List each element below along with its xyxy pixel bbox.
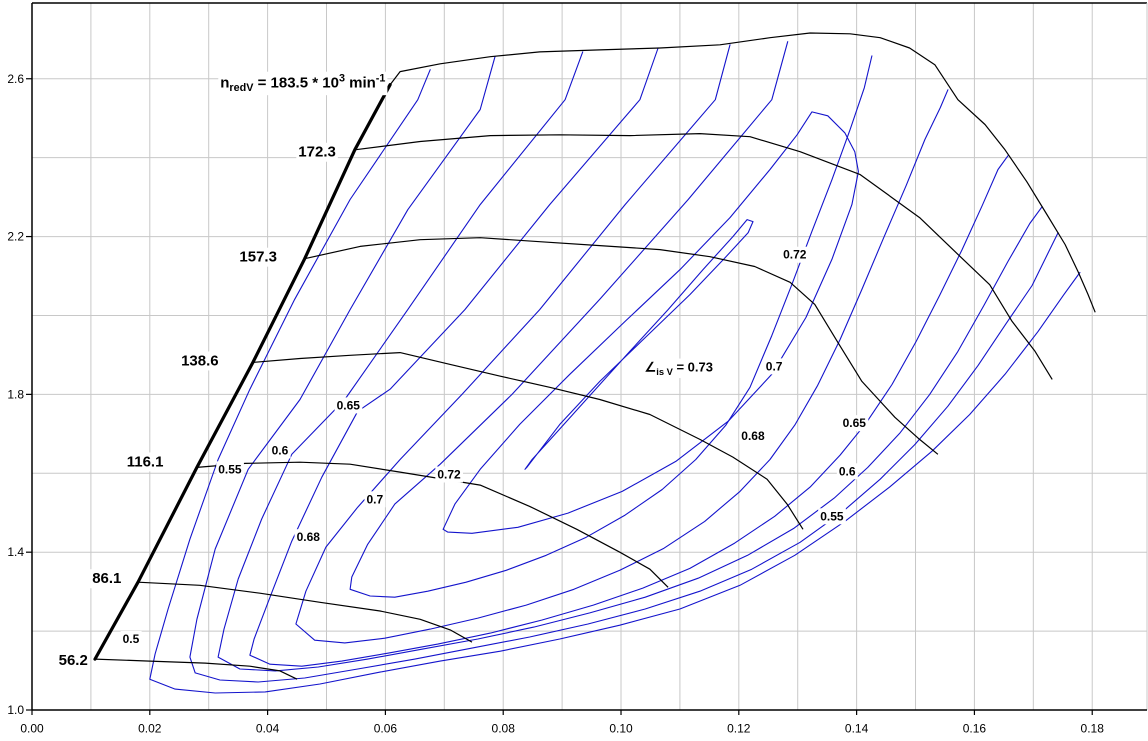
efficiency-contour-label: 0.6 — [272, 443, 289, 457]
label-halo — [763, 358, 785, 375]
speed-line-157.3 — [304, 237, 939, 455]
x-axis-tick-label: 0.18 — [1081, 722, 1105, 736]
efficiency-contour-0.72 — [442, 111, 859, 534]
label-halo — [237, 247, 279, 267]
label-halo — [218, 71, 388, 96]
label-halo — [840, 415, 869, 432]
y-axis-tick-label: 1.8 — [7, 387, 24, 401]
x-axis-tick-label: 0.12 — [727, 722, 751, 736]
speed-line-56.2 — [94, 658, 298, 680]
x-axis-tick-label: 0.06 — [374, 722, 398, 736]
speed-line-86.1 — [137, 581, 473, 643]
label-halo — [364, 491, 386, 508]
label-halo — [334, 397, 363, 414]
efficiency-contour-label: 0.6 — [839, 464, 856, 478]
efficiency-contour-0.55 — [189, 56, 1059, 683]
efficiency-annotation: ∠is V = 0.73 — [645, 360, 713, 378]
x-axis-tick-label: 0.16 — [963, 722, 987, 736]
efficiency-contour-0.6 — [217, 51, 1043, 672]
efficiency-contour-label: 0.5 — [123, 632, 140, 646]
label-halo — [818, 508, 846, 525]
axis-ticks: 0.00 0.02 0.04 0.06 0.08 0.10 0.12 0.14 0.16 0.18… — [7, 72, 1104, 736]
efficiency-contour-0.73 — [524, 219, 754, 470]
speed-line-116.1 — [196, 461, 669, 588]
chart-labels: 56.2 86.1 116.1 138.6 157.3 172.3 nredV = 183.… — [56, 71, 869, 670]
speed-line-label: 56.2 — [59, 652, 88, 669]
label-halo — [179, 351, 221, 371]
x-axis-tick-label: 0.08 — [492, 722, 516, 736]
label-halo — [836, 463, 858, 480]
speed-line-183.5 — [389, 32, 1096, 313]
label-halo — [642, 358, 715, 379]
speed-line-138.6 — [252, 352, 804, 530]
efficiency-contour-label: 0.65 — [843, 416, 867, 430]
speed-line-label: 116.1 — [127, 453, 164, 470]
x-axis-tick-label: 0.10 — [609, 722, 633, 736]
efficiency-contour-0.5 — [149, 69, 1081, 694]
y-axis-tick-label: 2.2 — [7, 230, 24, 244]
x-axis-tick-label: 0.02 — [138, 722, 162, 736]
efficiency-contour-0.68 — [295, 44, 949, 644]
efficiency-contour-label: 0.72 — [437, 467, 461, 481]
surge-line-path — [93, 83, 392, 661]
speed-lines — [94, 32, 1096, 680]
efficiency-contour-label: 0.68 — [741, 429, 765, 443]
x-axis-tick-label: 0.14 — [845, 722, 869, 736]
label-halo — [216, 461, 244, 478]
label-halo — [90, 569, 124, 589]
efficiency-contour-label: 0.7 — [366, 492, 383, 506]
efficiency-contour-0.7 — [349, 41, 873, 598]
label-halo — [296, 142, 338, 162]
efficiency-contour-label: 0.55 — [820, 509, 844, 523]
label-halo — [120, 630, 142, 647]
y-axis-tick-label: 1.0 — [7, 703, 24, 717]
label-halo — [739, 428, 767, 445]
label-halo — [124, 452, 166, 472]
x-axis-tick-label: 0.04 — [256, 722, 280, 736]
efficiency-contour-label: 0.7 — [766, 359, 783, 373]
speed-line-label: 157.3 — [239, 249, 277, 266]
label-halo — [781, 246, 809, 263]
label-halo — [294, 529, 323, 546]
plot-frame — [31, 2, 1148, 711]
y-axis-tick-label: 1.4 — [7, 545, 24, 559]
speed-line-label: 138.6 — [181, 352, 219, 369]
label-halo — [269, 442, 291, 459]
efficiency-contour-label: 0.72 — [783, 248, 807, 262]
speed-annotation: nredV = 183.5 * 103 min-1 — [220, 73, 385, 95]
surge-line — [93, 83, 392, 661]
efficiency-contours — [149, 41, 1081, 694]
label-halo — [56, 650, 90, 670]
efficiency-contour-label: 0.65 — [337, 398, 361, 412]
speed-line-label: 86.1 — [92, 570, 121, 587]
speed-line-172.3 — [354, 133, 1053, 380]
gridlines — [32, 3, 1147, 710]
label-halo — [435, 466, 464, 483]
efficiency-contour-label: 0.55 — [218, 462, 242, 476]
speed-line-label: 172.3 — [298, 144, 336, 161]
y-axis-tick-label: 2.6 — [7, 72, 24, 86]
efficiency-contour-0.65 — [249, 47, 1009, 667]
x-axis-tick-label: 0.00 — [20, 722, 44, 736]
efficiency-contour-label: 0.68 — [297, 530, 321, 544]
